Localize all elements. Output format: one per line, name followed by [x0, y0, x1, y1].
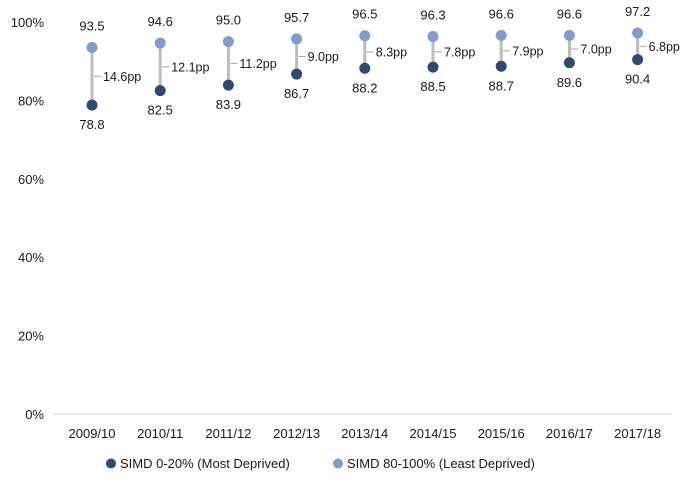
value-label-least-deprived: 96.6 [557, 6, 582, 21]
x-tick-label: 2011/12 [205, 426, 251, 441]
value-label-least-deprived: 94.6 [148, 14, 173, 29]
value-label-least-deprived: 95.7 [284, 10, 309, 25]
point-most-deprived [563, 57, 575, 69]
value-label-most-deprived: 82.5 [148, 103, 173, 118]
point-least-deprived [222, 36, 234, 48]
gap-labels: 14.6pp 12.1pp 11.2pp 9.0pp 8.3pp 7.8pp 7.9pp 7.… [94, 40, 680, 84]
point-least-deprived [154, 37, 166, 49]
x-tick-label: 2016/17 [546, 426, 593, 441]
point-most-deprived [222, 79, 234, 91]
point-least-deprived [427, 31, 439, 43]
point-most-deprived [495, 60, 507, 72]
value-label-most-deprived: 88.2 [352, 80, 377, 95]
value-label-most-deprived: 78.8 [79, 117, 104, 132]
y-tick-label: 60% [18, 172, 44, 187]
gap-label: 7.8pp [444, 45, 475, 59]
x-tick-label: 2014/15 [410, 426, 457, 441]
point-most-deprived [154, 85, 166, 97]
value-label-least-deprived: 96.6 [489, 6, 514, 21]
x-tick-label: 2010/11 [137, 426, 183, 441]
point-least-deprived [86, 41, 98, 53]
gap-label: 8.3pp [376, 45, 407, 59]
value-label-most-deprived: 90.4 [625, 72, 650, 87]
legend-marker [333, 458, 343, 469]
y-axis: 0% 20% 40% 60% 80% 100% [11, 15, 45, 422]
legend-label: SIMD 80-100% (Least Deprived) [347, 456, 535, 471]
gap-label: 11.2pp [239, 57, 276, 71]
point-least-deprived [563, 29, 575, 41]
gap-label: 14.6pp [103, 70, 141, 84]
value-label-least-deprived: 96.3 [420, 8, 445, 23]
value-label-most-deprived: 88.7 [489, 78, 514, 93]
point-most-deprived [632, 54, 644, 66]
point-least-deprived [359, 30, 371, 42]
gap-label: 7.9pp [512, 44, 543, 58]
y-tick-label: 40% [18, 250, 44, 265]
legend-marker [106, 458, 116, 469]
y-tick-label: 20% [18, 329, 44, 344]
value-label-least-deprived: 95.0 [216, 13, 241, 28]
point-most-deprived [291, 68, 303, 80]
point-most-deprived [427, 61, 439, 73]
value-label-most-deprived: 88.5 [420, 79, 445, 94]
point-most-deprived [359, 62, 371, 74]
point-least-deprived [632, 27, 644, 39]
gap-label: 12.1pp [171, 60, 209, 74]
x-tick-label: 2012/13 [273, 426, 320, 441]
x-tick-label: 2009/10 [69, 426, 116, 441]
y-tick-label: 100% [11, 15, 45, 30]
y-tick-label: 0% [25, 407, 44, 422]
gap-label: 7.0pp [580, 43, 611, 57]
value-label-most-deprived: 86.7 [284, 86, 309, 101]
legend: SIMD 0-20% (Most Deprived) SIMD 80-100% (… [106, 456, 535, 471]
legend-label: SIMD 0-20% (Most Deprived) [120, 456, 290, 471]
point-least-deprived [291, 33, 303, 45]
data-points [86, 27, 644, 111]
value-label-least-deprived: 97.2 [625, 4, 650, 19]
value-label-most-deprived: 89.6 [557, 75, 582, 90]
gap-label: 9.0pp [308, 50, 339, 64]
x-axis: 2009/10 2010/11 2011/12 2012/13 2013/14 2014/… [52, 413, 672, 441]
x-tick-label: 2013/14 [341, 426, 388, 441]
point-least-deprived [495, 29, 507, 41]
value-label-most-deprived: 83.9 [216, 97, 241, 112]
value-label-least-deprived: 96.5 [352, 7, 377, 22]
value-label-least-deprived: 93.5 [79, 18, 104, 33]
x-tick-label: 2017/18 [614, 426, 661, 441]
x-tick-label: 2015/16 [478, 426, 525, 441]
gap-label: 6.8pp [649, 40, 680, 54]
value-labels: 93.5 78.8 94.6 82.5 95.0 83.9 95.7 86.7 96.5 88.2… [79, 4, 650, 132]
point-most-deprived [86, 99, 98, 111]
y-tick-label: 80% [18, 93, 44, 108]
